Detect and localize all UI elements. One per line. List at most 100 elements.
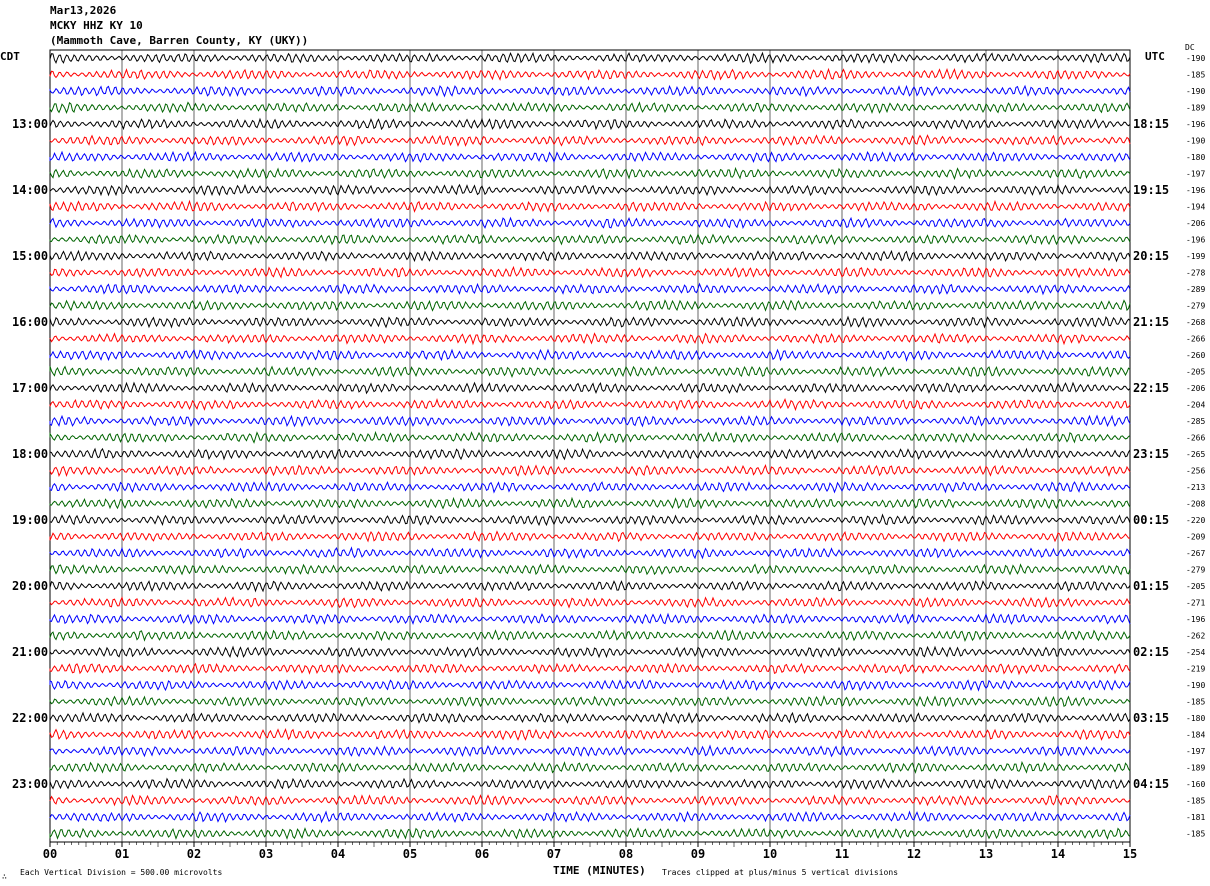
dc-offset-label: -181 bbox=[1186, 813, 1205, 822]
dc-offset-label: -266 bbox=[1186, 434, 1205, 443]
dc-offset-label: -190 bbox=[1186, 137, 1205, 146]
x-tick-label: 13 bbox=[979, 847, 993, 861]
trace-line bbox=[49, 596, 1131, 609]
dc-offset-label: -189 bbox=[1186, 764, 1205, 773]
dc-offset-label: -185 bbox=[1186, 698, 1205, 707]
trace-line bbox=[49, 134, 1131, 147]
dc-offset-label: -185 bbox=[1186, 797, 1205, 806]
trace-line bbox=[49, 546, 1131, 560]
dc-offset-label: -219 bbox=[1186, 665, 1205, 674]
utc-hour-label: 02:15 bbox=[1133, 645, 1169, 659]
cdt-hour-label: 15:00 bbox=[12, 249, 48, 263]
clip-note: Traces clipped at plus/minus 5 vertical … bbox=[662, 868, 899, 877]
dc-offset-label: -196 bbox=[1186, 236, 1205, 245]
trace-line bbox=[49, 51, 1131, 65]
utc-hour-label: 03:15 bbox=[1133, 711, 1169, 725]
trace-line bbox=[49, 496, 1131, 510]
x-tick-label: 12 bbox=[907, 847, 921, 861]
cdt-hour-label: 17:00 bbox=[12, 381, 48, 395]
utc-hour-label: 19:15 bbox=[1133, 183, 1169, 197]
trace-line bbox=[49, 216, 1131, 230]
trace-line bbox=[49, 117, 1131, 131]
trace-line bbox=[49, 84, 1131, 98]
dc-offset-label: -265 bbox=[1186, 450, 1205, 459]
dc-offset-label: -199 bbox=[1186, 252, 1205, 261]
trace-line bbox=[49, 744, 1131, 758]
trace-line bbox=[49, 166, 1131, 181]
dc-offset-label: -267 bbox=[1186, 549, 1205, 558]
cdt-hour-label: 14:00 bbox=[12, 183, 48, 197]
trace-line bbox=[49, 711, 1131, 725]
trace-line bbox=[49, 150, 1131, 163]
trace-line bbox=[49, 530, 1131, 543]
x-tick-label: 14 bbox=[1051, 847, 1065, 861]
x-axis-title: TIME (MINUTES) bbox=[553, 864, 646, 877]
date-label: Mar13,2026 bbox=[50, 4, 117, 17]
dc-offset-label: -190 bbox=[1186, 681, 1205, 690]
dc-offset-label: -220 bbox=[1186, 516, 1205, 525]
x-tick-label: 15 bbox=[1123, 847, 1137, 861]
dc-offset-label: -209 bbox=[1186, 533, 1205, 542]
trace-line bbox=[49, 67, 1131, 81]
trace-line bbox=[49, 183, 1131, 197]
utc-hour-label: 22:15 bbox=[1133, 381, 1169, 395]
trace-line bbox=[49, 777, 1131, 791]
utc-hour-label: 01:15 bbox=[1133, 579, 1169, 593]
dc-header: DC bbox=[1185, 43, 1195, 52]
dc-offset-label: -285 bbox=[1186, 417, 1205, 426]
dc-offset-label: -194 bbox=[1186, 203, 1205, 212]
dc-offset-label: -279 bbox=[1186, 566, 1205, 575]
trace-line bbox=[49, 199, 1131, 213]
trace-line bbox=[49, 430, 1131, 444]
scale-note: Each Vertical Division = 500.00 microvol… bbox=[20, 868, 223, 877]
utc-hour-label: 00:15 bbox=[1133, 513, 1169, 527]
trace-line bbox=[49, 612, 1131, 625]
dc-offset-label: -262 bbox=[1186, 632, 1205, 641]
dc-offset-label: -271 bbox=[1186, 599, 1205, 608]
x-tick-label: 08 bbox=[619, 847, 633, 861]
cdt-hour-label: 19:00 bbox=[12, 513, 48, 527]
x-tick-label: 05 bbox=[403, 847, 417, 861]
dc-offset-label: -190 bbox=[1186, 54, 1205, 63]
trace-line bbox=[49, 645, 1131, 659]
dc-offset-label: -180 bbox=[1186, 714, 1205, 723]
dc-offset-label: -206 bbox=[1186, 384, 1205, 393]
cdt-hour-label: 20:00 bbox=[12, 579, 48, 593]
cdt-hour-label: 18:00 bbox=[12, 447, 48, 461]
trace-line bbox=[49, 414, 1131, 428]
x-tick-label: 03 bbox=[259, 847, 273, 861]
utc-hour-label: 23:15 bbox=[1133, 447, 1169, 461]
location-label: (Mammoth Cave, Barren County, KY (UKY)) bbox=[50, 34, 309, 47]
dc-offset-label: -278 bbox=[1186, 269, 1205, 278]
cdt-hour-label: 21:00 bbox=[12, 645, 48, 659]
utc-hour-label: 20:15 bbox=[1133, 249, 1169, 263]
dc-offset-label: -260 bbox=[1186, 351, 1205, 360]
dc-offset-label: -289 bbox=[1186, 285, 1205, 294]
trace-line bbox=[49, 679, 1131, 692]
trace-line bbox=[49, 233, 1131, 246]
dc-offset-label: -205 bbox=[1186, 368, 1205, 377]
x-tick-label: 09 bbox=[691, 847, 705, 861]
cdt-hour-label: 13:00 bbox=[12, 117, 48, 131]
trace-line bbox=[49, 480, 1131, 494]
trace-line bbox=[49, 365, 1131, 378]
trace-line bbox=[49, 381, 1131, 395]
dc-offset-label: -256 bbox=[1186, 467, 1205, 476]
trace-line bbox=[49, 265, 1131, 279]
cdt-hour-label: 22:00 bbox=[12, 711, 48, 725]
right-timezone: UTC bbox=[1145, 50, 1165, 63]
x-tick-label: 07 bbox=[547, 847, 561, 861]
trace-line bbox=[49, 629, 1131, 643]
station-label: MCKY HHZ KY 10 bbox=[50, 19, 143, 32]
dc-offset-label: -197 bbox=[1186, 170, 1205, 179]
trace-line bbox=[49, 563, 1131, 576]
cdt-hour-label: 23:00 bbox=[12, 777, 48, 791]
x-tick-label: 01 bbox=[115, 847, 129, 861]
trace-line bbox=[49, 727, 1131, 741]
trace-line bbox=[49, 101, 1131, 115]
trace-line bbox=[49, 695, 1131, 708]
x-tick-label: 06 bbox=[475, 847, 489, 861]
dc-offset-label: -197 bbox=[1186, 747, 1205, 756]
utc-hour-label: 04:15 bbox=[1133, 777, 1169, 791]
dc-offset-label: -185 bbox=[1186, 71, 1205, 80]
